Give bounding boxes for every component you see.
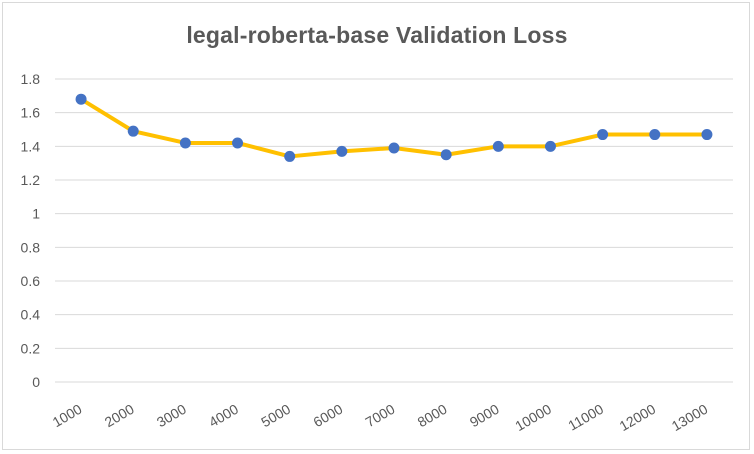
data-point	[492, 140, 504, 152]
y-tick-label: 0.6	[21, 273, 41, 289]
y-tick-label: 1.2	[21, 172, 41, 188]
chart-title: legal-roberta-base Validation Loss	[186, 22, 568, 48]
y-tick-label: 0.4	[21, 307, 41, 323]
x-tick-label: 12000	[617, 401, 659, 434]
data-point	[388, 142, 400, 154]
chart-frame	[2, 2, 750, 450]
data-point	[440, 149, 452, 161]
x-tick-label: 5000	[258, 401, 293, 431]
x-tick-label: 11000	[565, 401, 606, 434]
data-point	[336, 145, 348, 157]
data-point	[127, 125, 139, 137]
y-tick-label: 1	[32, 206, 40, 222]
data-point	[701, 129, 713, 141]
x-tick-label: 7000	[363, 401, 398, 431]
data-point	[649, 129, 661, 141]
y-tick-label: 1.8	[21, 71, 41, 87]
y-tick-label: 1.6	[21, 105, 41, 121]
x-tick-label: 3000	[154, 401, 189, 431]
data-point	[544, 140, 556, 152]
x-tick-label: 2000	[102, 401, 137, 431]
x-tick-label: 9000	[467, 401, 502, 431]
grid-layer	[55, 78, 733, 383]
data-point	[232, 137, 244, 149]
y-axis-ticks: 0 0.2 0.4 0.6 0.8 1 1.2 1.4 1.6 1.8	[21, 71, 41, 390]
x-tick-label: 13000	[669, 401, 711, 434]
data-point	[179, 137, 191, 149]
x-axis-ticks: 1000 2000 3000 4000 5000 6000 7000 8000 9000 1000…	[50, 401, 711, 434]
x-tick-label: 6000	[310, 401, 345, 431]
y-tick-label: 0.8	[21, 239, 41, 255]
x-tick-label: 10000	[512, 401, 554, 434]
x-tick-label: 8000	[415, 401, 450, 431]
x-tick-label: 4000	[206, 401, 241, 431]
marker-layer	[75, 93, 713, 162]
data-point	[75, 93, 87, 105]
y-tick-label: 0	[32, 374, 40, 390]
data-point	[284, 150, 296, 162]
y-tick-label: 1.4	[21, 138, 41, 154]
x-tick-label: 1000	[50, 401, 85, 431]
y-tick-label: 0.2	[21, 340, 41, 356]
data-point	[597, 129, 609, 141]
